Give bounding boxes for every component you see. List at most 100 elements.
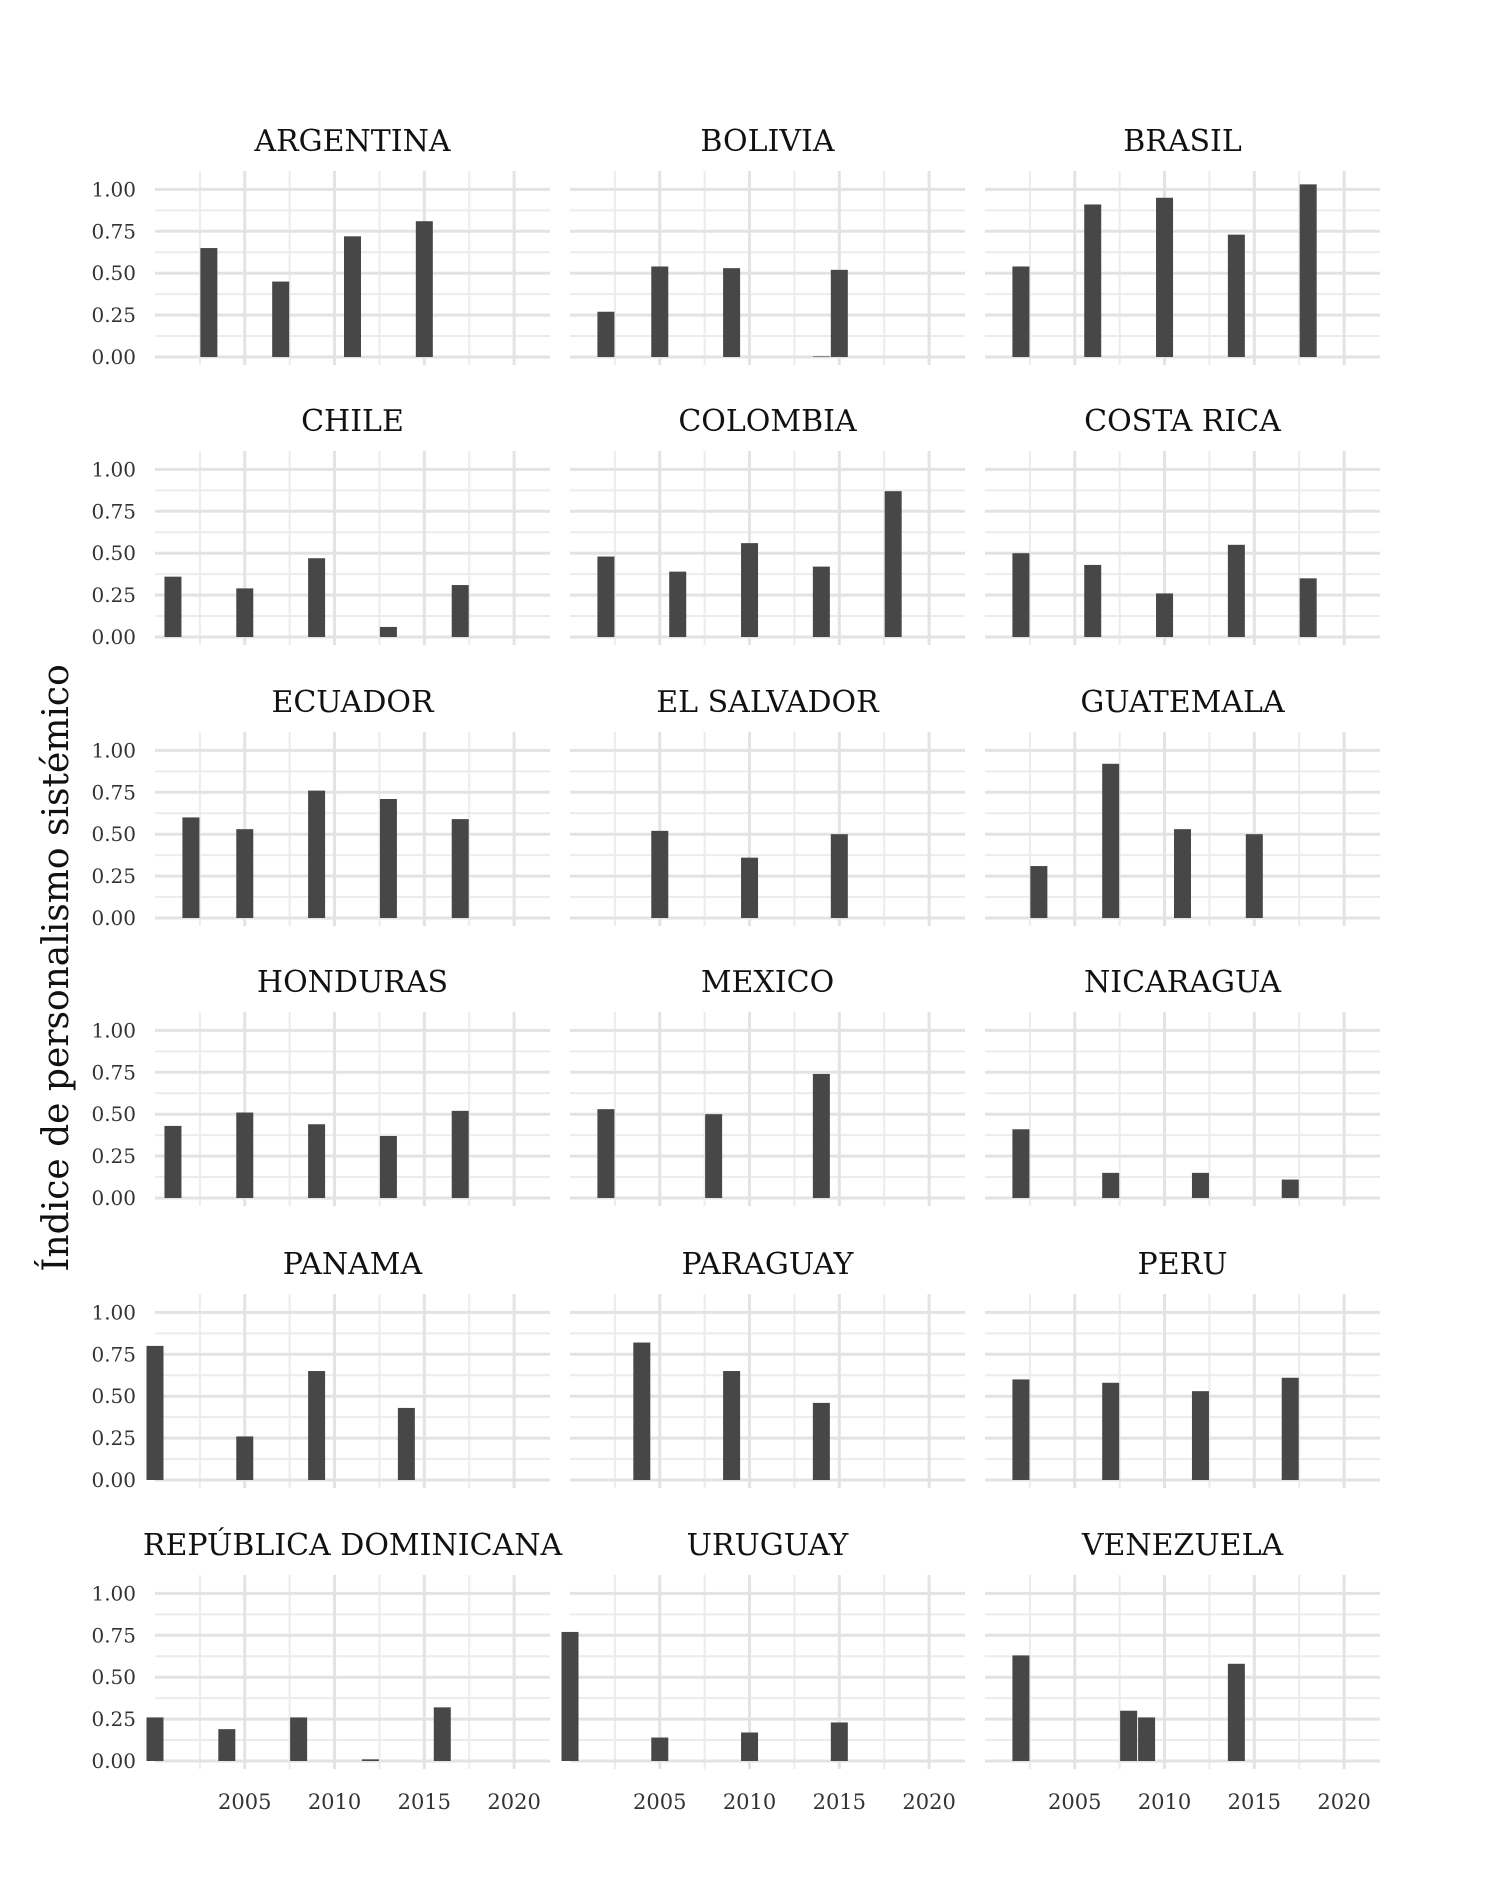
bar: [1156, 593, 1174, 637]
x-tick-label: 2015: [813, 1790, 866, 1814]
bar: [415, 221, 433, 357]
y-tick-label: 0.75: [91, 219, 136, 243]
panel-guatemala: GUATEMALA: [985, 685, 1380, 926]
bar: [290, 1717, 308, 1761]
panel-title: VENEZUELA: [1081, 1528, 1284, 1563]
panel-honduras: HONDURAS 0.00 0.25 0.50 0.75 1.00: [91, 965, 550, 1210]
y-tick-label: 1.00: [91, 457, 136, 481]
bar: [1191, 1172, 1209, 1198]
bar: [651, 1737, 669, 1761]
panel-bolivia: BOLIVIA: [570, 124, 965, 365]
panel-chile: CHILE 0.00 0.25 0.50 0.75 1.00: [91, 404, 550, 649]
bar: [397, 1407, 415, 1480]
panel-title: BOLIVIA: [700, 124, 834, 159]
panel-title: MEXICO: [701, 965, 834, 1000]
y-tick-label: 0.75: [91, 1342, 136, 1366]
panel-title: BRASIL: [1123, 124, 1242, 159]
facet-panels: ARGENTINA 0.00 0.25 0.50 0.75 1.00 BOLIVIA BRAS…: [91, 124, 1380, 1814]
y-tick-label: 0.00: [91, 345, 136, 369]
bar: [1227, 1663, 1245, 1761]
bar: [830, 834, 848, 918]
bar: [182, 817, 200, 918]
panel-title: REPÚBLICA DOMINICANA: [143, 1527, 563, 1563]
bar: [723, 268, 741, 357]
bar: [669, 571, 687, 637]
panel-title: COSTA RICA: [1084, 404, 1281, 439]
bar: [433, 1707, 451, 1761]
bar: [379, 626, 397, 637]
x-tick-label: 2020: [487, 1790, 540, 1814]
y-tick-label: 0.50: [91, 822, 136, 846]
y-tick-label: 0.00: [91, 906, 136, 930]
panel-colombia: COLOMBIA: [570, 404, 965, 645]
bar: [1030, 866, 1048, 918]
bar: [1084, 204, 1102, 357]
bar: [723, 1371, 741, 1480]
panel-title: PERU: [1138, 1247, 1228, 1282]
bar: [236, 829, 254, 918]
panel-costa-rica: COSTA RICA: [985, 404, 1380, 645]
y-tick-label: 0.25: [91, 303, 136, 327]
panel-title: PANAMA: [283, 1247, 423, 1282]
y-tick-label: 1.00: [91, 1581, 136, 1605]
panel-república-dominicana: REPÚBLICA DOMINICANA 0.00 0.25 0.50 0.75 1.00…: [91, 1527, 562, 1814]
y-tick-label: 0.25: [91, 1144, 136, 1168]
bar: [812, 356, 830, 357]
panel-mexico: MEXICO: [570, 965, 965, 1206]
x-tick-label: 2005: [633, 1790, 686, 1814]
bar: [200, 248, 218, 357]
bar: [1012, 266, 1030, 357]
bar: [741, 857, 759, 918]
bar: [308, 558, 326, 637]
bar: [218, 1729, 236, 1761]
bar: [1012, 553, 1030, 637]
panel-uruguay: URUGUAY 2005 2010 2015 2020: [561, 1528, 965, 1814]
bar: [236, 588, 254, 637]
x-tick-label: 2015: [1228, 1790, 1281, 1814]
bar: [451, 585, 469, 637]
y-tick-label: 0.75: [91, 1623, 136, 1647]
bar: [1102, 763, 1120, 918]
bar: [1174, 829, 1191, 918]
bar: [597, 311, 615, 357]
bar: [308, 1371, 326, 1480]
panel-venezuela: VENEZUELA 2005 2010 2015 2020: [985, 1528, 1380, 1814]
bar: [379, 1135, 397, 1198]
bar: [741, 543, 759, 637]
bar: [633, 1342, 651, 1480]
bar: [1120, 1710, 1138, 1761]
y-tick-label: 0.25: [91, 1707, 136, 1731]
y-tick-label: 0.50: [91, 1384, 136, 1408]
y-tick-label: 1.00: [91, 177, 136, 201]
bar: [1191, 1391, 1209, 1480]
bar: [451, 1110, 469, 1198]
bar: [830, 1722, 848, 1761]
bar: [651, 266, 669, 357]
bar: [1012, 1129, 1030, 1198]
panel-title: ARGENTINA: [253, 124, 450, 159]
bar: [164, 1125, 182, 1198]
x-tick-label: 2010: [723, 1790, 776, 1814]
y-tick-label: 1.00: [91, 1300, 136, 1324]
bar: [1245, 834, 1263, 918]
bar: [597, 556, 615, 637]
x-tick-label: 2010: [1138, 1790, 1191, 1814]
panel-title: COLOMBIA: [678, 404, 857, 439]
y-tick-label: 1.00: [91, 738, 136, 762]
panel-peru: PERU: [985, 1247, 1380, 1488]
panel-title: NICARAGUA: [1084, 965, 1281, 1000]
y-tick-label: 0.50: [91, 261, 136, 285]
panel-nicaragua: NICARAGUA: [985, 965, 1380, 1206]
y-tick-label: 0.50: [91, 1102, 136, 1126]
bar: [884, 491, 902, 637]
panel-brasil: BRASIL: [985, 124, 1380, 365]
panel-title: URUGUAY: [687, 1528, 850, 1563]
bar: [1299, 578, 1317, 637]
panel-title: CHILE: [301, 404, 404, 439]
panel-title: EL SALVADOR: [656, 685, 880, 720]
bar: [344, 236, 361, 357]
bar: [1156, 197, 1174, 357]
y-tick-label: 0.00: [91, 1749, 136, 1773]
bar: [651, 830, 669, 918]
